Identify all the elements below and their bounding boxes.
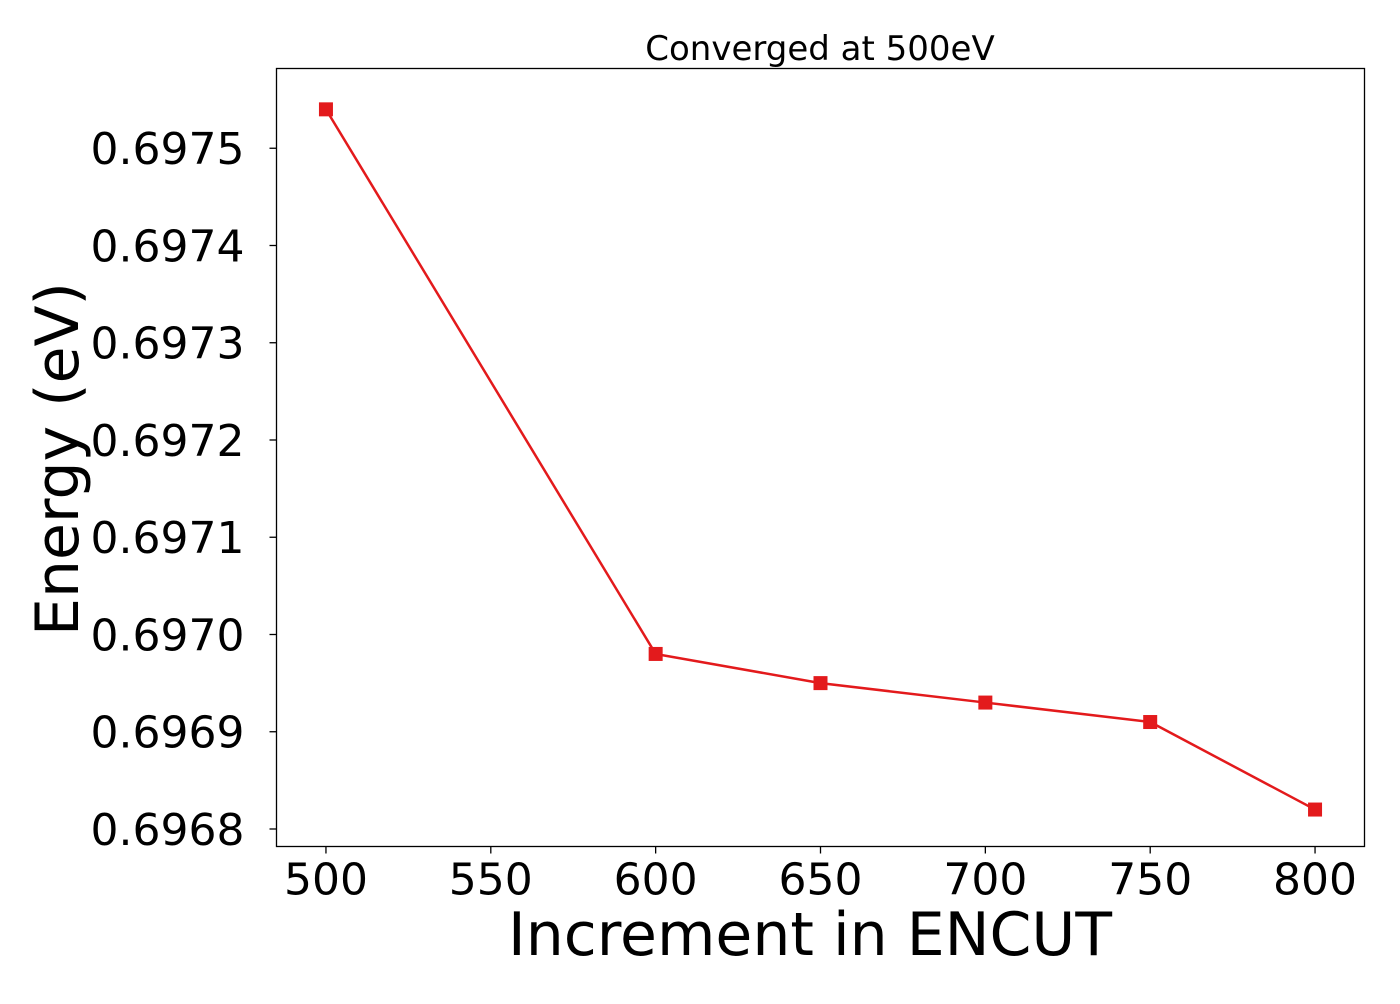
data-point-marker — [978, 695, 993, 710]
data-point-marker — [813, 676, 828, 691]
plot-area-frame — [275, 67, 1366, 848]
series-line — [324, 108, 1316, 811]
y-tick-label: 0.6973 — [91, 319, 245, 370]
x-tick-label: 550 — [449, 855, 533, 906]
x-tick-label: 500 — [284, 855, 368, 906]
x-axis-label: Increment in ENCUT — [508, 900, 1112, 970]
y-tick-label: 0.6975 — [91, 124, 245, 175]
x-axis-ticks: 500 550 600 650 700 750 800 — [284, 846, 1357, 906]
data-point-marker — [648, 646, 663, 661]
x-tick-label: 700 — [943, 855, 1027, 906]
chart-title: Converged at 500eV — [645, 29, 994, 69]
y-axis-ticks: 0.6968 0.6969 0.6970 0.6971 0.6972 0.6973 0.69… — [91, 124, 277, 856]
data-point-marker — [318, 102, 333, 117]
y-tick-label: 0.6972 — [91, 416, 245, 467]
y-axis-label: Energy (eV) — [23, 282, 93, 636]
y-tick-label: 0.6968 — [91, 805, 245, 856]
data-point-marker — [1143, 715, 1158, 730]
y-tick-label: 0.6969 — [91, 708, 245, 759]
data-point-marker — [1308, 802, 1323, 817]
y-tick-label: 0.6974 — [91, 221, 245, 272]
x-tick-label: 750 — [1108, 855, 1192, 906]
x-tick-label: 800 — [1273, 855, 1357, 906]
y-tick-label: 0.6970 — [91, 610, 245, 661]
y-tick-label: 0.6971 — [91, 513, 245, 564]
x-tick-label: 600 — [614, 855, 698, 906]
x-tick-label: 650 — [779, 855, 863, 906]
series-layer — [318, 102, 1323, 817]
